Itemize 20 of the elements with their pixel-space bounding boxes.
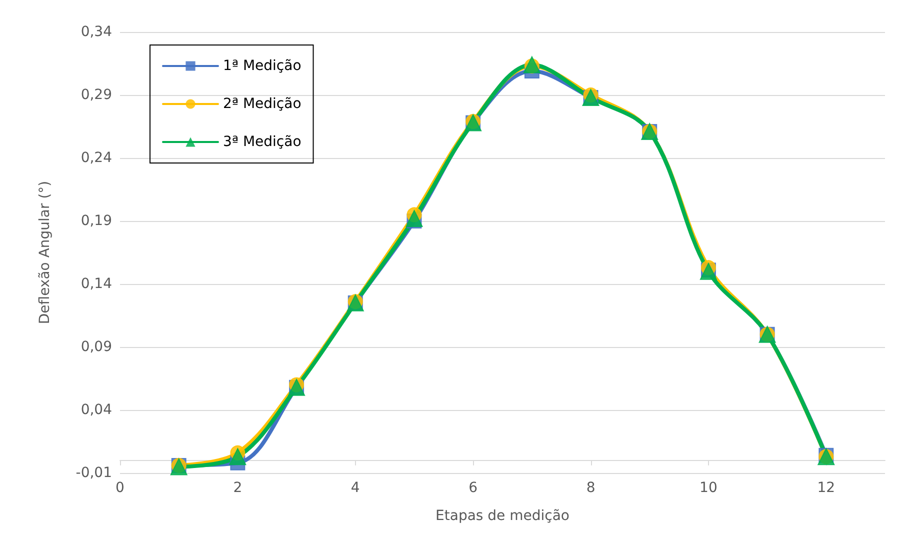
y-tick-label: 0,09	[80, 339, 112, 355]
y-axis-title: Deflexão Angular (°)	[37, 180, 53, 324]
x-tick-label: 0	[116, 480, 124, 496]
legend-label: 3ª Medição	[223, 134, 302, 150]
x-tick-label: 8	[586, 480, 596, 496]
y-tick-label: 0,19	[80, 213, 112, 229]
y-tick-label: 0,14	[80, 276, 112, 292]
x-tick-label: 6	[468, 480, 478, 496]
y-tick-label: -0,01	[76, 465, 112, 481]
y-tick-label: 0,34	[80, 24, 112, 40]
x-tick-label: 2	[233, 480, 242, 496]
x-tick-label: 4	[350, 480, 360, 496]
y-tick-label: 0,29	[80, 87, 112, 103]
x-tick-label: 12	[817, 480, 836, 496]
legend-label: 2ª Medição	[223, 96, 302, 112]
legend-label: 1ª Medição	[223, 58, 302, 74]
y-tick-label: 0,04	[80, 402, 112, 418]
x-axis-title: Etapas de medição	[436, 508, 570, 524]
y-tick-label: 0,24	[80, 150, 112, 166]
x-tick-label: 10	[700, 480, 718, 496]
